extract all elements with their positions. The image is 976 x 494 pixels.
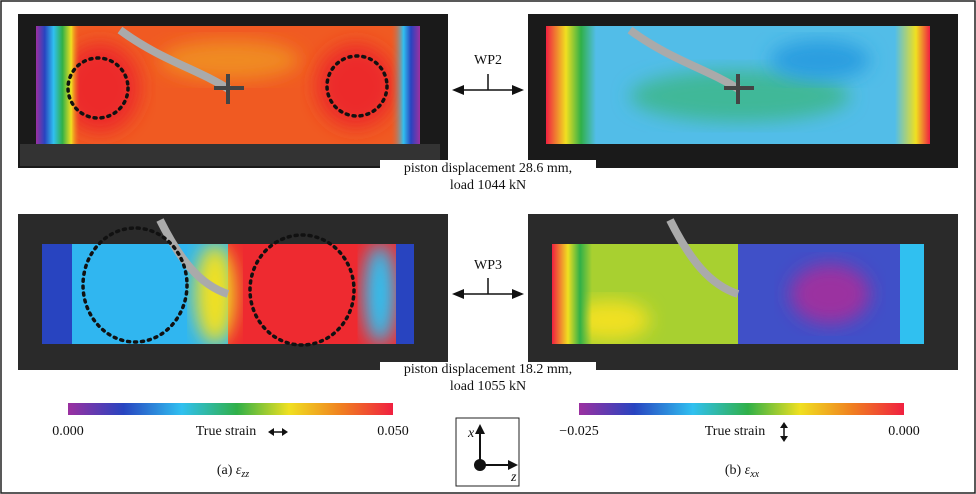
subfigure-caption: (b) εxx xyxy=(725,463,760,480)
caption-symbol: ε xyxy=(236,463,242,478)
strain-map xyxy=(528,214,958,370)
caption-symbol: ε xyxy=(745,463,751,478)
axis-label: z xyxy=(510,470,517,485)
subfigure-caption: (a) εzz xyxy=(217,463,249,480)
caption-subscript: zz xyxy=(240,469,249,480)
colorbar-max: 0.050 xyxy=(377,424,409,439)
colorbar-min: 0.000 xyxy=(52,424,84,439)
colorbar-title: True strain xyxy=(196,424,257,439)
load-caption: piston displacement 18.2 mm, xyxy=(404,362,572,377)
double-arrow xyxy=(452,278,524,299)
strain-map xyxy=(528,14,958,168)
axis-label: x xyxy=(467,426,475,441)
strain-map xyxy=(18,214,448,370)
colorbar-title: True strain xyxy=(705,424,766,439)
strain-map xyxy=(18,14,448,168)
panel-label: WP3 xyxy=(474,258,502,273)
caption-label: (b) xyxy=(725,463,742,478)
caption-subscript: xx xyxy=(749,469,759,480)
load-caption: piston displacement 28.6 mm, xyxy=(404,161,572,176)
colorbar-max: 0.000 xyxy=(888,424,920,439)
panel-label: WP2 xyxy=(474,53,502,68)
caption-label: (a) xyxy=(217,463,233,478)
axes-icon: x z xyxy=(455,417,520,487)
strain-direction-icon xyxy=(268,428,288,436)
strain-direction-icon xyxy=(780,422,788,442)
colorbar xyxy=(68,403,393,415)
colorbar-min: −0.025 xyxy=(559,424,598,439)
load-caption: load 1055 kN xyxy=(450,379,526,394)
double-arrow xyxy=(452,74,524,95)
colorbar xyxy=(579,403,904,415)
load-caption: load 1044 kN xyxy=(450,178,526,193)
